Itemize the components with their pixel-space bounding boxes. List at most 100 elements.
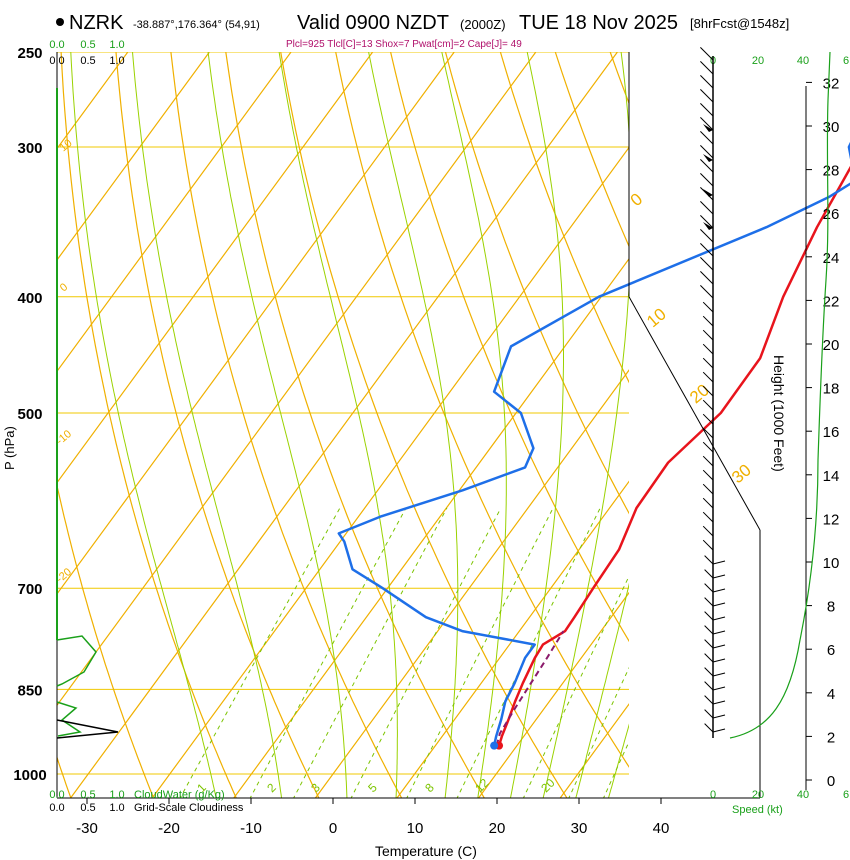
x-tick-label: 10 (407, 820, 424, 837)
height-tick-label: 32 (823, 75, 840, 92)
wind-speed-bottom-tick: 20 (752, 789, 764, 801)
isotherm-line (151, 146, 629, 798)
mixing-ratio-line (350, 507, 502, 798)
moist-adiabat-line (542, 52, 629, 798)
x-tick-label: 30 (571, 820, 588, 837)
mixing-ratio-label: 12 (472, 776, 492, 796)
mixing-ratio-label: 8 (422, 780, 437, 795)
dry-adiabat-line (225, 52, 485, 798)
height-tick-label: 10 (823, 555, 840, 572)
wind-barb (702, 329, 714, 341)
mixing-ratio-scale-tick: 6 (843, 789, 849, 801)
isotherm-line (57, 52, 210, 261)
isotherm-line (57, 52, 374, 484)
wind-barb (702, 315, 714, 327)
wind-barb (704, 625, 714, 635)
pressure-tick-label: 1000 (13, 767, 46, 784)
cloudwater-bottom-tick: 0.5 (80, 789, 95, 801)
wind-barb (712, 686, 726, 691)
wind-barb (700, 47, 714, 61)
x-tick-label: -20 (158, 820, 180, 837)
wind-barb (712, 728, 726, 733)
x-tick-label: -30 (76, 820, 98, 837)
cloudwater-top-tick: 1.0 (109, 39, 124, 51)
series-dewpoint (337, 141, 850, 746)
wind-barb (700, 173, 714, 187)
wind-barb (712, 560, 726, 565)
mixing-ratio-label: 3 (308, 780, 323, 795)
isotherm-label: 10 (58, 137, 75, 154)
axes-layer: -30 -20 -10 0 10 20 30 402503004005007008501000… (13, 39, 849, 837)
wind-barb (704, 597, 714, 607)
height-tick-label: 8 (827, 599, 835, 616)
dry-adiabat-line (609, 52, 629, 105)
wind-barb (700, 159, 714, 173)
cloudwater-top-tick: 0.5 (80, 39, 95, 51)
wind-barb (712, 644, 726, 649)
wind-barb (704, 639, 714, 649)
height-tick-label: 24 (823, 250, 840, 267)
dry-adiabat-line (57, 482, 155, 798)
height-tick-label: 20 (823, 337, 840, 354)
x-tick-label: -10 (240, 820, 262, 837)
isotherm-line (70, 52, 618, 798)
wind-barb (700, 271, 714, 285)
dry-adiabat-line (820, 31, 850, 800)
moist-adiabat-line (70, 52, 217, 798)
wind-barb (702, 441, 714, 453)
mixing-ratio-line (293, 507, 448, 798)
wind-barb (704, 681, 714, 691)
cloudiness-bottom-tick: 0.0 (49, 802, 64, 814)
moist-adiabat-line (278, 52, 398, 798)
profiles-layer (337, 141, 850, 750)
dry-adiabat-line (444, 52, 629, 515)
cloudiness-trace (56, 719, 119, 739)
wind-barb (702, 511, 714, 523)
wind-speed-bottom-tick: 0 (710, 789, 716, 801)
wind-barb (712, 658, 726, 663)
wind-barb (702, 301, 714, 313)
wind-speed-label: Speed (kt) (732, 804, 783, 816)
wind-pennant (703, 124, 713, 132)
wind-barb (702, 469, 714, 481)
height-axis-title: Height (1000 Feet) (771, 355, 787, 472)
tropopause-line (628, 296, 761, 531)
pressure-tick-label: 850 (17, 682, 42, 699)
mixing-ratio-line (179, 507, 341, 798)
wind-barb (712, 714, 726, 719)
surface-dewpoint-point (490, 741, 499, 750)
mixing-ratio-line (568, 666, 629, 798)
wind-barb (702, 357, 714, 369)
dry-adiabat-line (335, 52, 629, 768)
cloudiness-bottom-tick: 1.0 (109, 802, 124, 814)
station-id: NZRK (69, 12, 124, 34)
wind-barb (712, 700, 726, 705)
wind-barb (712, 616, 726, 621)
dry-adiabat-line (657, 31, 850, 800)
mixing-ratio-line (522, 575, 629, 798)
isotherm-line (396, 480, 629, 798)
height-tick-label: 28 (823, 163, 840, 180)
wind-barb (704, 555, 714, 565)
wind-speed-top-tick: 40 (797, 55, 809, 67)
isotherm-label: 20 (686, 380, 713, 407)
mixing-ratio-label: 5 (365, 780, 380, 795)
x-axis-title: Temperature (C) (375, 843, 477, 859)
pressure-tick-label: 250 (17, 45, 42, 62)
height-tick-label: 16 (823, 424, 840, 441)
series-temperature (497, 165, 850, 746)
mixing-ratio-line (602, 740, 629, 798)
x-tick-label: 0 (329, 820, 337, 837)
isotherm-label: 10 (643, 304, 670, 331)
wind-barb (704, 583, 714, 593)
wind-barb (700, 131, 714, 145)
wind-barb (702, 455, 714, 467)
cloudwater-top-tick: 0.0 (49, 39, 64, 51)
forecast-date: TUE 18 Nov 2025 (519, 12, 678, 34)
height-tick-label: 0 (827, 773, 835, 790)
grid-clipped (57, 31, 850, 800)
wind-barb (700, 103, 714, 117)
cloudiness-top-tick: 0.5 (80, 55, 95, 67)
wind-barb (700, 117, 714, 131)
isotherm-line (314, 369, 629, 798)
